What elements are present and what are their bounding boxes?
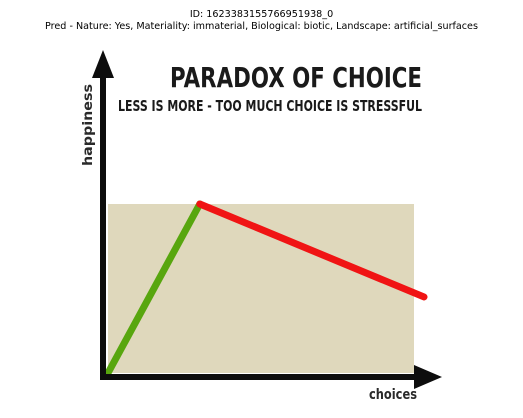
x-axis-label: choices <box>369 387 417 403</box>
y-axis-arrowhead <box>92 50 114 78</box>
chart-title: PARADOX OF CHOICE <box>170 61 422 94</box>
chart-subtitle: LESS IS MORE - TOO MUCH CHOICE IS STRESS… <box>118 97 422 115</box>
y-axis-label: happiness <box>81 84 96 166</box>
x-axis-arrowhead <box>414 365 442 389</box>
